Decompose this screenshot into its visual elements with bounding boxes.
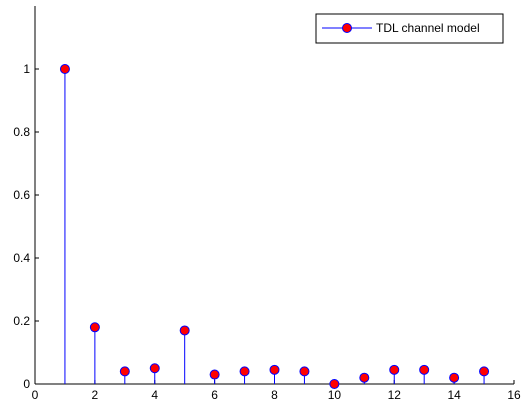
legend-marker xyxy=(342,23,352,33)
stem-marker xyxy=(239,366,250,377)
stem-marker xyxy=(179,325,190,336)
x-tick-label: 12 xyxy=(388,388,402,402)
x-tick-label: 16 xyxy=(507,388,521,402)
stem-marker xyxy=(59,64,70,74)
y-tick-label: 0.2 xyxy=(13,314,30,328)
stem-marker xyxy=(359,372,370,383)
y-tick-label: 0 xyxy=(23,377,30,391)
y-tick-label: 0.6 xyxy=(13,188,30,202)
x-tick-label: 14 xyxy=(447,388,461,402)
x-tick-label: 4 xyxy=(151,388,158,402)
legend-label: TDL channel model xyxy=(376,21,480,35)
stem-marker xyxy=(449,372,460,383)
legend: TDL channel model xyxy=(315,13,504,44)
stem-marker xyxy=(389,364,400,375)
stem-marker xyxy=(329,379,340,389)
stem-marker xyxy=(479,366,490,377)
x-tick-label: 8 xyxy=(271,388,278,402)
stem-marker xyxy=(119,366,130,377)
stem-marker xyxy=(89,322,100,333)
stem-marker xyxy=(149,363,160,374)
y-tick-label: 0.8 xyxy=(13,125,30,139)
stem-marker xyxy=(299,366,310,377)
y-tick-label: 1 xyxy=(23,62,30,76)
stem-marker xyxy=(209,369,220,380)
stem-marker xyxy=(419,364,430,375)
x-tick-label: 6 xyxy=(211,388,218,402)
x-tick-label: 0 xyxy=(32,388,39,402)
stem-series xyxy=(59,64,490,389)
stem-marker xyxy=(269,364,280,375)
x-tick-label: 10 xyxy=(328,388,342,402)
y-tick-label: 0.4 xyxy=(13,251,30,265)
x-tick-label: 2 xyxy=(92,388,99,402)
axes: 0 2 4 6 8 10 12 14 16 0 0.2 0.4 0.6 0.8 1 xyxy=(13,6,521,402)
